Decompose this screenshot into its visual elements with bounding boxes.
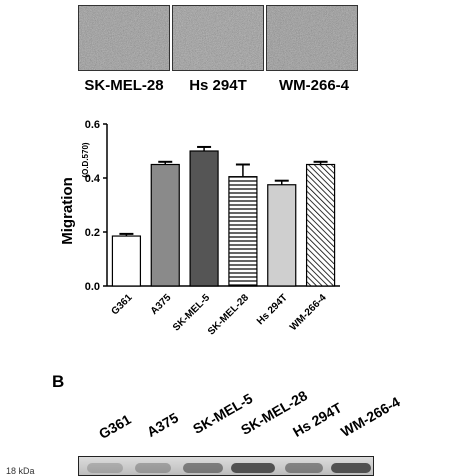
blot-lane-label-1: G361 — [96, 411, 134, 442]
panel-b-letter: B — [52, 372, 65, 391]
western-blot-strip — [78, 456, 374, 476]
micrograph-sk-mel-28 — [78, 5, 170, 71]
bar-sk-mel-5 — [189, 150, 219, 287]
blot-band — [87, 463, 123, 473]
y-axis-unit: (O.D.570) — [81, 142, 90, 177]
x-category-label: SK-MEL-5 — [171, 292, 212, 333]
x-category-label: A375 — [149, 292, 174, 317]
y-tick-label: 0.0 — [85, 281, 100, 293]
blot-band — [135, 463, 171, 473]
x-category-label: WM-266-4 — [288, 292, 329, 333]
bar-sk-mel-28 — [228, 176, 258, 287]
y-axis-label: Migration — [59, 177, 76, 245]
bar-hs-294t — [267, 184, 297, 287]
blot-band — [183, 463, 223, 473]
micrograph-label-2: Hs 294T — [189, 77, 247, 94]
y-tick-label: 0.6 — [85, 119, 100, 131]
blot-band — [231, 463, 275, 473]
micrograph-texture — [173, 6, 263, 70]
bar-wm-266-4 — [305, 163, 336, 287]
micrograph-hs-294t — [172, 5, 264, 71]
micrograph-texture — [79, 6, 169, 70]
bar-a375 — [150, 163, 180, 287]
y-tick-label: 0.2 — [85, 227, 100, 239]
blot-band — [331, 463, 371, 473]
micrograph-label-1: SK-MEL-28 — [84, 77, 164, 94]
micrograph-wm-266-4 — [266, 5, 358, 71]
x-category-label: Hs 294T — [255, 292, 290, 327]
blot-size-marker: 18 kDa — [6, 466, 35, 476]
micrograph-texture — [267, 6, 357, 70]
blot-lane-label-6: WM-266-4 — [338, 393, 403, 440]
blot-band — [285, 463, 323, 473]
x-category-label: SK-MEL-28 — [206, 292, 251, 337]
micrograph-label-3: WM-266-4 — [278, 77, 349, 94]
blot-lane-label-2: A375 — [144, 409, 181, 440]
bar-g361 — [111, 235, 142, 287]
x-category-label: G361 — [109, 292, 134, 317]
y-tick-label: 0.4 — [85, 173, 101, 185]
